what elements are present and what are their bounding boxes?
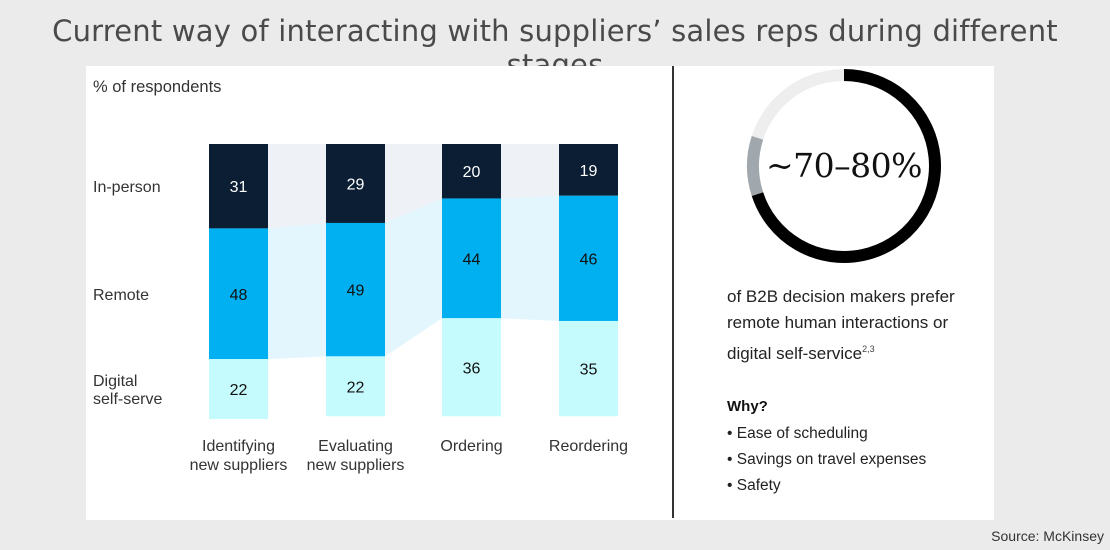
category-label: Identifying (202, 438, 275, 455)
category-label: new suppliers (190, 457, 288, 474)
bar-in-person (442, 144, 501, 199)
connector-in-person (268, 144, 326, 229)
why-title: Why? (727, 398, 768, 415)
series-label: Remote (93, 287, 149, 304)
data-label: 29 (347, 176, 365, 193)
bar-digital (442, 318, 501, 417)
category-label: Ordering (440, 438, 502, 455)
category-label: new suppliers (307, 457, 405, 474)
series-label: self-serve (93, 391, 162, 408)
data-label: 22 (347, 379, 365, 396)
connector-remote (268, 222, 326, 360)
data-label: 20 (463, 164, 481, 181)
ring-secondary-arc (747, 136, 764, 196)
why-list: Ease of scheduling Savings on travel exp… (727, 423, 927, 501)
panel-divider (672, 66, 674, 518)
data-label: 19 (580, 163, 598, 180)
bar-remote (442, 198, 501, 319)
connector-remote (501, 195, 559, 321)
data-label: 31 (230, 179, 248, 196)
stat-caption-line-1: of B2B decision makers prefer (727, 287, 955, 306)
series-label: Digital (93, 373, 137, 390)
stat-value: ~70–80% (766, 146, 923, 185)
connector-remote (385, 198, 442, 357)
why-item: Savings on travel expenses (727, 449, 927, 475)
stat-caption: of B2B decision makers prefer remote hum… (727, 284, 997, 367)
data-label: 49 (347, 283, 365, 300)
data-label: 48 (230, 287, 248, 304)
data-label: 46 (580, 251, 598, 268)
unit-label: % of respondents (93, 78, 221, 96)
data-label: 22 (230, 382, 248, 399)
ring-primary-arc (751, 69, 941, 263)
why-item: Safety (727, 475, 926, 501)
category-label: Evaluating (318, 438, 393, 455)
bar-digital (209, 359, 268, 419)
stat-caption-line-3: digital self-service (727, 344, 863, 363)
bar-connectors (268, 144, 559, 360)
stat-footnote: 2,3 (862, 344, 875, 354)
why-item: Ease of scheduling (727, 423, 926, 449)
bar-digital (559, 320, 618, 417)
category-label: Reordering (549, 438, 628, 455)
bar-in-person (209, 144, 268, 229)
data-label: 36 (463, 360, 481, 377)
source-note: Source: McKinsey (991, 528, 1104, 544)
connector-in-person (385, 144, 442, 223)
bar-in-person (326, 144, 385, 223)
stat-caption-line-2: remote human interactions or (727, 313, 949, 332)
bar-segments: 31 29 20 19 48 49 44 46 22 22 36 35 (209, 144, 618, 419)
data-label: 44 (463, 251, 481, 268)
series-label: In-person (93, 179, 161, 196)
data-label: 35 (580, 362, 598, 379)
bar-in-person (559, 144, 618, 196)
bar-remote (326, 222, 385, 357)
category-labels: Identifying new suppliers Evaluating new su… (190, 438, 628, 474)
bar-remote (559, 195, 618, 321)
connector-in-person (501, 144, 559, 199)
bar-remote (209, 228, 268, 360)
bar-digital (326, 356, 385, 417)
page-title: Current way of interacting with supplier… (52, 14, 1058, 82)
